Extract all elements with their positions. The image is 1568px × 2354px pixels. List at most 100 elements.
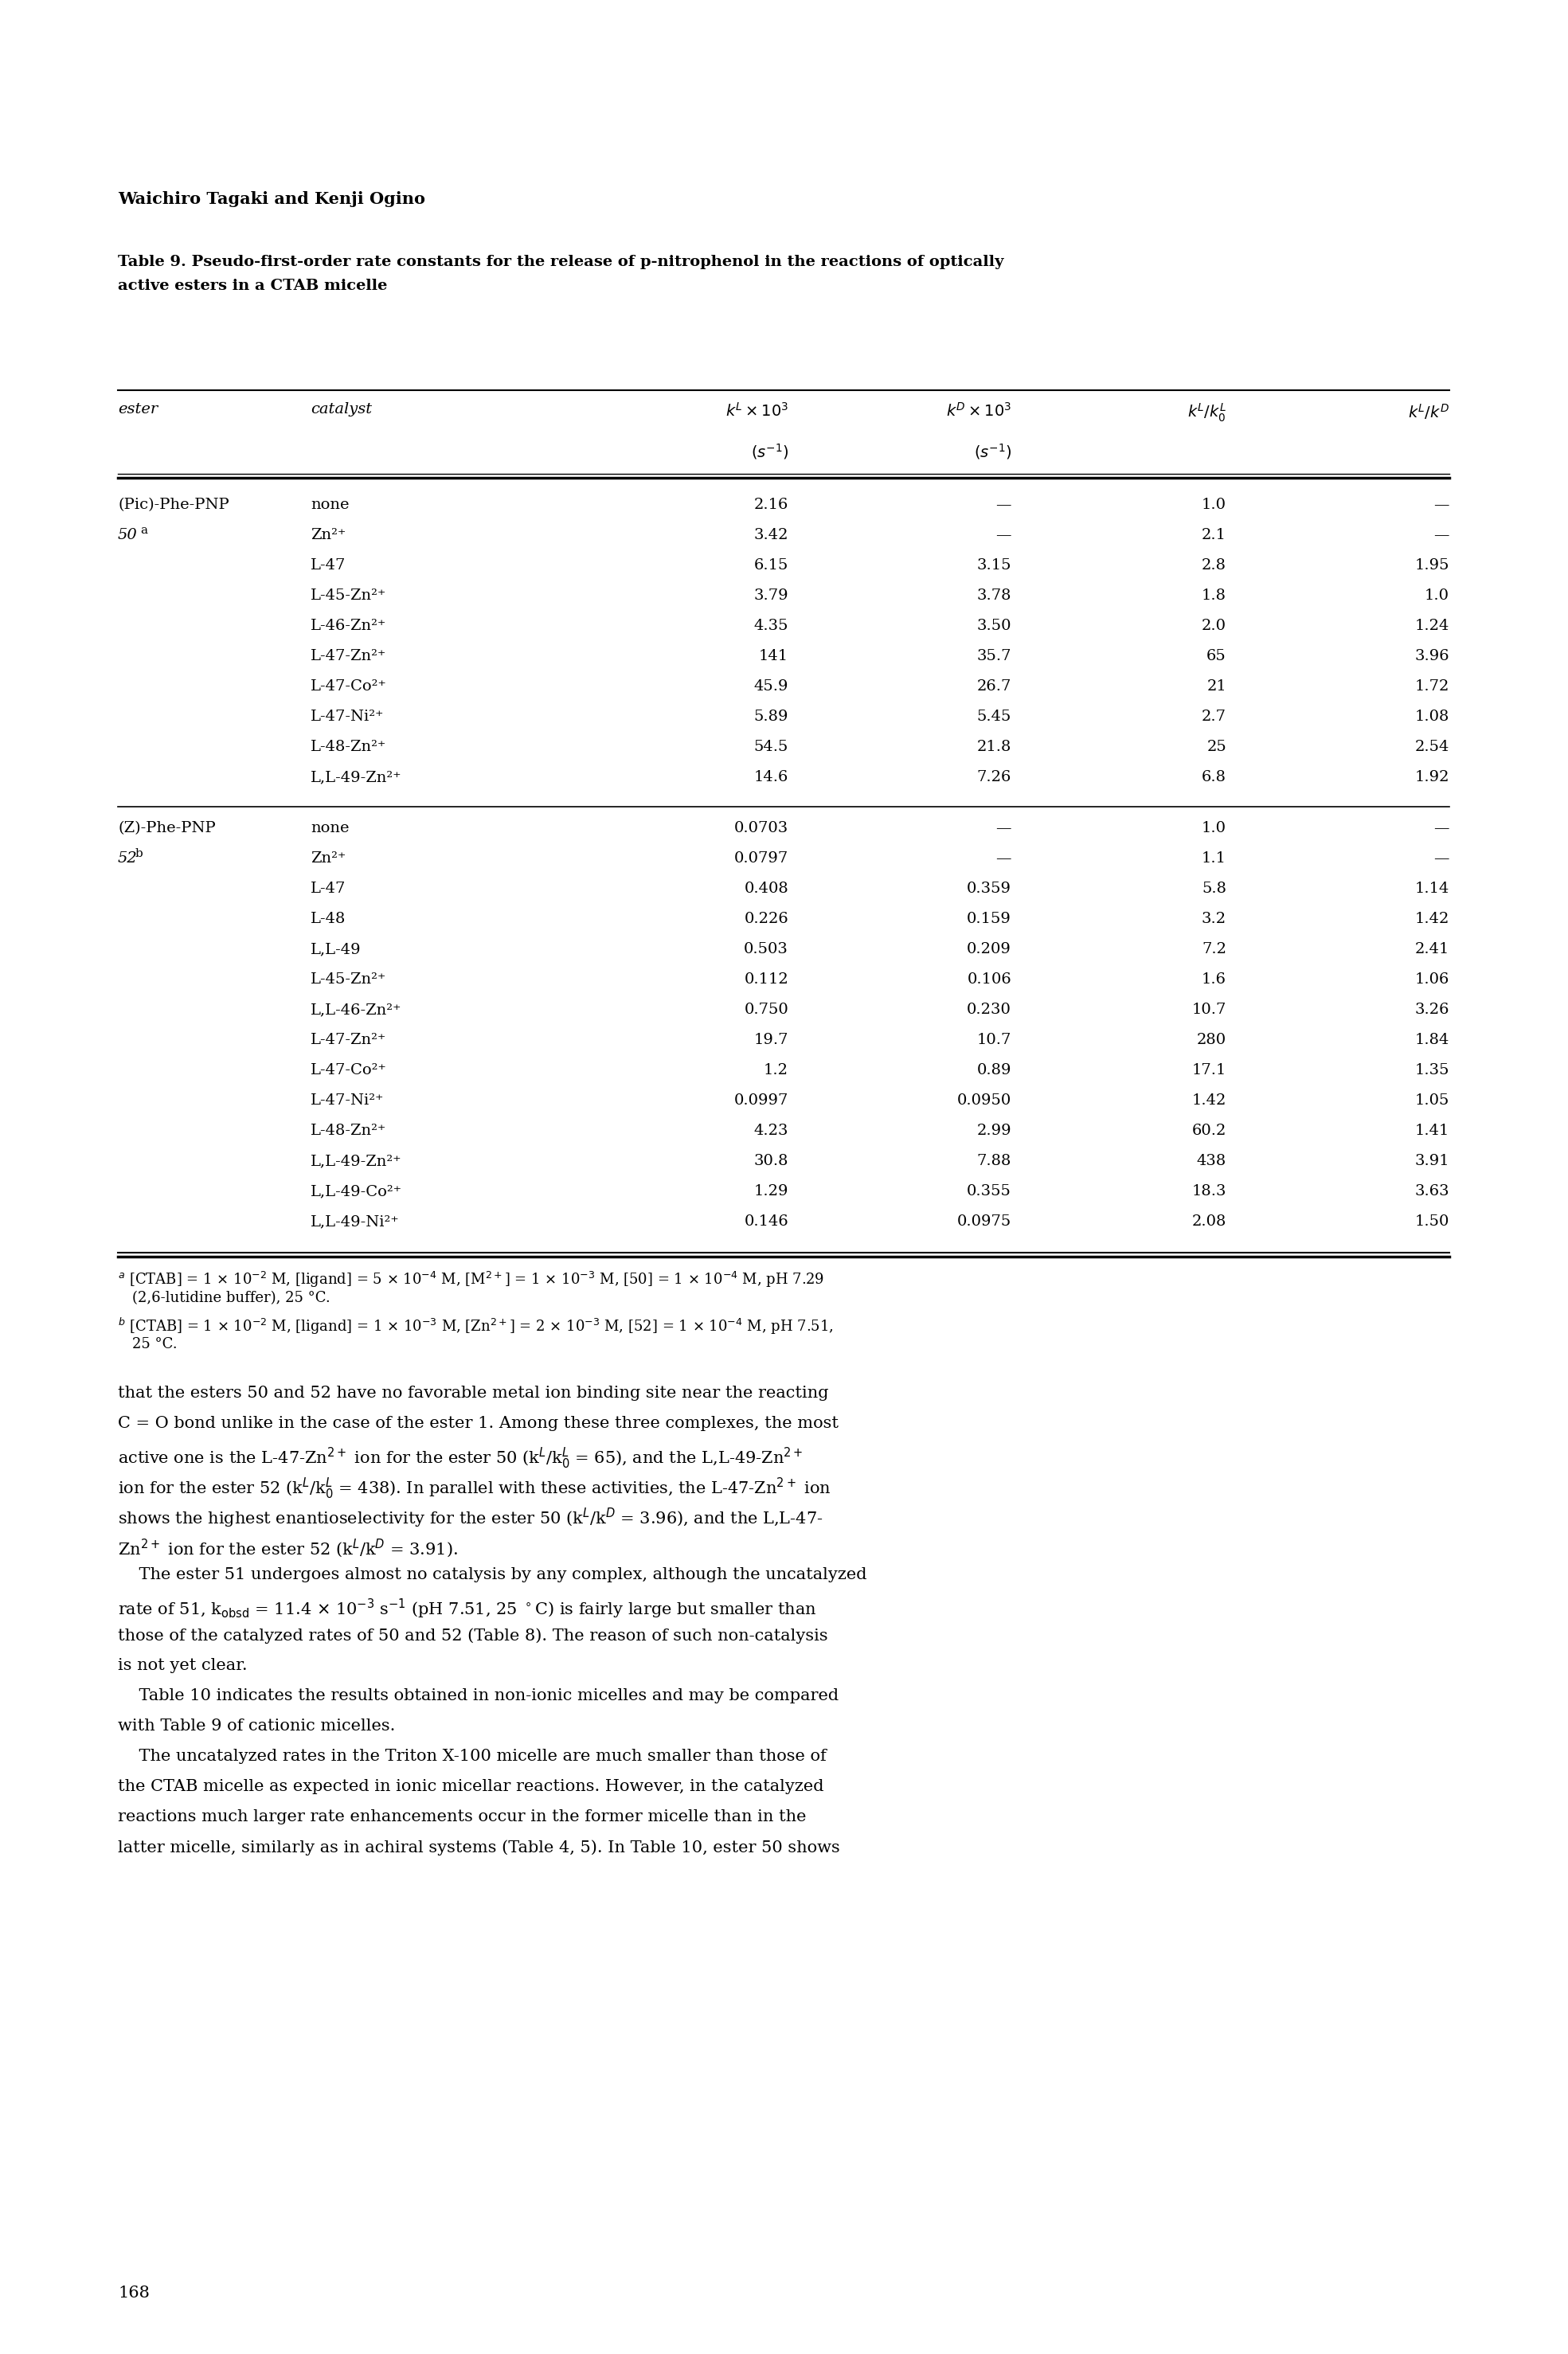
Text: 0.226: 0.226 — [743, 911, 789, 925]
Text: Waichiro Tagaki and Kenji Ogino: Waichiro Tagaki and Kenji Ogino — [118, 191, 425, 207]
Text: 2.99: 2.99 — [977, 1123, 1011, 1137]
Text: 3.50: 3.50 — [977, 619, 1011, 633]
Text: Zn²⁺: Zn²⁺ — [310, 852, 347, 866]
Text: Zn²⁺: Zn²⁺ — [310, 527, 347, 541]
Text: —: — — [996, 852, 1011, 866]
Text: 1.92: 1.92 — [1414, 770, 1449, 784]
Text: $^b$ [CTAB] = 1 $\times$ 10$^{-2}$ M, [ligand] = 1 $\times$ 10$^{-3}$ M, [Zn$^{2: $^b$ [CTAB] = 1 $\times$ 10$^{-2}$ M, [l… — [118, 1316, 834, 1337]
Text: 438: 438 — [1196, 1153, 1226, 1168]
Text: 0.112: 0.112 — [743, 972, 789, 986]
Text: 1.24: 1.24 — [1414, 619, 1449, 633]
Text: 3.15: 3.15 — [977, 558, 1011, 572]
Text: 1.41: 1.41 — [1414, 1123, 1449, 1137]
Text: with Table 9 of cationic micelles.: with Table 9 of cationic micelles. — [118, 1718, 395, 1733]
Text: L-47: L-47 — [310, 558, 347, 572]
Text: —: — — [996, 527, 1011, 541]
Text: L,L-49-Zn²⁺: L,L-49-Zn²⁺ — [310, 1153, 401, 1168]
Text: $(s^{-1})$: $(s^{-1})$ — [974, 443, 1011, 461]
Text: 5.89: 5.89 — [754, 709, 789, 725]
Text: 0.0975: 0.0975 — [956, 1215, 1011, 1229]
Text: 0.0997: 0.0997 — [734, 1092, 789, 1109]
Text: 1.35: 1.35 — [1414, 1064, 1449, 1078]
Text: 6.15: 6.15 — [754, 558, 789, 572]
Text: L-47-Zn²⁺: L-47-Zn²⁺ — [310, 1033, 386, 1048]
Text: 50: 50 — [118, 527, 138, 541]
Text: 3.78: 3.78 — [977, 588, 1011, 603]
Text: L-47-Ni²⁺: L-47-Ni²⁺ — [310, 1092, 384, 1109]
Text: 17.1: 17.1 — [1192, 1064, 1226, 1078]
Text: ion for the ester 52 (k$^L$/k$^L_0$ = 438). In parallel with these activities, t: ion for the ester 52 (k$^L$/k$^L_0$ = 43… — [118, 1476, 831, 1502]
Text: 1.08: 1.08 — [1414, 709, 1449, 725]
Text: 21: 21 — [1207, 680, 1226, 694]
Text: 2.7: 2.7 — [1201, 709, 1226, 725]
Text: 25: 25 — [1207, 739, 1226, 753]
Text: Table 10 indicates the results obtained in non-ionic micelles and may be compare: Table 10 indicates the results obtained … — [118, 1688, 839, 1704]
Text: 1.2: 1.2 — [764, 1064, 789, 1078]
Text: L-48-Zn²⁺: L-48-Zn²⁺ — [310, 1123, 386, 1137]
Text: —: — — [1433, 852, 1449, 866]
Text: a: a — [140, 525, 147, 537]
Text: L-47-Co²⁺: L-47-Co²⁺ — [310, 680, 387, 694]
Text: $k^D \times 10^3$: $k^D \times 10^3$ — [946, 403, 1011, 419]
Text: 7.88: 7.88 — [977, 1153, 1011, 1168]
Text: 3.79: 3.79 — [754, 588, 789, 603]
Text: 4.35: 4.35 — [754, 619, 789, 633]
Text: 2.16: 2.16 — [754, 497, 789, 513]
Text: the CTAB micelle as expected in ionic micellar reactions. However, in the cataly: the CTAB micelle as expected in ionic mi… — [118, 1780, 823, 1794]
Text: L,L-49-Co²⁺: L,L-49-Co²⁺ — [310, 1184, 401, 1198]
Text: Table 9. Pseudo-first-order rate constants for the release of p-nitrophenol in t: Table 9. Pseudo-first-order rate constan… — [118, 254, 1004, 268]
Text: that the esters 50 and 52 have no favorable metal ion binding site near the reac: that the esters 50 and 52 have no favora… — [118, 1387, 828, 1401]
Text: 10.7: 10.7 — [977, 1033, 1011, 1048]
Text: 280: 280 — [1196, 1033, 1226, 1048]
Text: 1.14: 1.14 — [1414, 880, 1449, 897]
Text: 141: 141 — [759, 650, 789, 664]
Text: 1.50: 1.50 — [1414, 1215, 1449, 1229]
Text: 0.146: 0.146 — [743, 1215, 789, 1229]
Text: 21.8: 21.8 — [977, 739, 1011, 753]
Text: 2.41: 2.41 — [1414, 942, 1449, 956]
Text: 0.209: 0.209 — [967, 942, 1011, 956]
Text: L-47-Ni²⁺: L-47-Ni²⁺ — [310, 709, 384, 725]
Text: b: b — [135, 847, 143, 859]
Text: 30.8: 30.8 — [754, 1153, 789, 1168]
Text: is not yet clear.: is not yet clear. — [118, 1657, 248, 1674]
Text: $^a$ [CTAB] = 1 $\times$ 10$^{-2}$ M, [ligand] = 5 $\times$ 10$^{-4}$ M, [M$^{2+: $^a$ [CTAB] = 1 $\times$ 10$^{-2}$ M, [l… — [118, 1271, 823, 1290]
Text: 0.0703: 0.0703 — [734, 822, 789, 836]
Text: 7.2: 7.2 — [1201, 942, 1226, 956]
Text: 45.9: 45.9 — [754, 680, 789, 694]
Text: $k^L/k^L_0$: $k^L/k^L_0$ — [1187, 403, 1226, 424]
Text: —: — — [996, 822, 1011, 836]
Text: Zn$^{2+}$ ion for the ester 52 (k$^L$/k$^D$ = 3.91).: Zn$^{2+}$ ion for the ester 52 (k$^L$/k$… — [118, 1537, 458, 1558]
Text: 18.3: 18.3 — [1192, 1184, 1226, 1198]
Text: 3.2: 3.2 — [1201, 911, 1226, 925]
Text: 0.106: 0.106 — [967, 972, 1011, 986]
Text: 4.23: 4.23 — [754, 1123, 789, 1137]
Text: 10.7: 10.7 — [1192, 1003, 1226, 1017]
Text: 60.2: 60.2 — [1192, 1123, 1226, 1137]
Text: 0.355: 0.355 — [967, 1184, 1011, 1198]
Text: The uncatalyzed rates in the Triton X-100 micelle are much smaller than those of: The uncatalyzed rates in the Triton X-10… — [118, 1749, 826, 1763]
Text: (Pic)-Phe-PNP: (Pic)-Phe-PNP — [118, 497, 229, 513]
Text: L-48: L-48 — [310, 911, 347, 925]
Text: 6.8: 6.8 — [1201, 770, 1226, 784]
Text: 1.95: 1.95 — [1414, 558, 1449, 572]
Text: 0.0797: 0.0797 — [734, 852, 789, 866]
Text: L,L-46-Zn²⁺: L,L-46-Zn²⁺ — [310, 1003, 401, 1017]
Text: 65: 65 — [1207, 650, 1226, 664]
Text: none: none — [310, 497, 350, 513]
Text: 0.750: 0.750 — [743, 1003, 789, 1017]
Text: 1.42: 1.42 — [1414, 911, 1449, 925]
Text: active esters in a CTAB micelle: active esters in a CTAB micelle — [118, 278, 387, 292]
Text: —: — — [996, 497, 1011, 513]
Text: 0.159: 0.159 — [967, 911, 1011, 925]
Text: 0.89: 0.89 — [977, 1064, 1011, 1078]
Text: L-45-Zn²⁺: L-45-Zn²⁺ — [310, 588, 386, 603]
Text: 1.1: 1.1 — [1201, 852, 1226, 866]
Text: reactions much larger rate enhancements occur in the former micelle than in the: reactions much larger rate enhancements … — [118, 1810, 806, 1824]
Text: 0.230: 0.230 — [967, 1003, 1011, 1017]
Text: L-47-Zn²⁺: L-47-Zn²⁺ — [310, 650, 386, 664]
Text: 1.0: 1.0 — [1425, 588, 1449, 603]
Text: 1.29: 1.29 — [754, 1184, 789, 1198]
Text: 1.84: 1.84 — [1414, 1033, 1449, 1048]
Text: rate of 51, k$_{\rm obsd}$ = 11.4 $\times$ 10$^{-3}$ s$^{-1}$ (pH 7.51, 25 $^\ci: rate of 51, k$_{\rm obsd}$ = 11.4 $\time… — [118, 1598, 817, 1620]
